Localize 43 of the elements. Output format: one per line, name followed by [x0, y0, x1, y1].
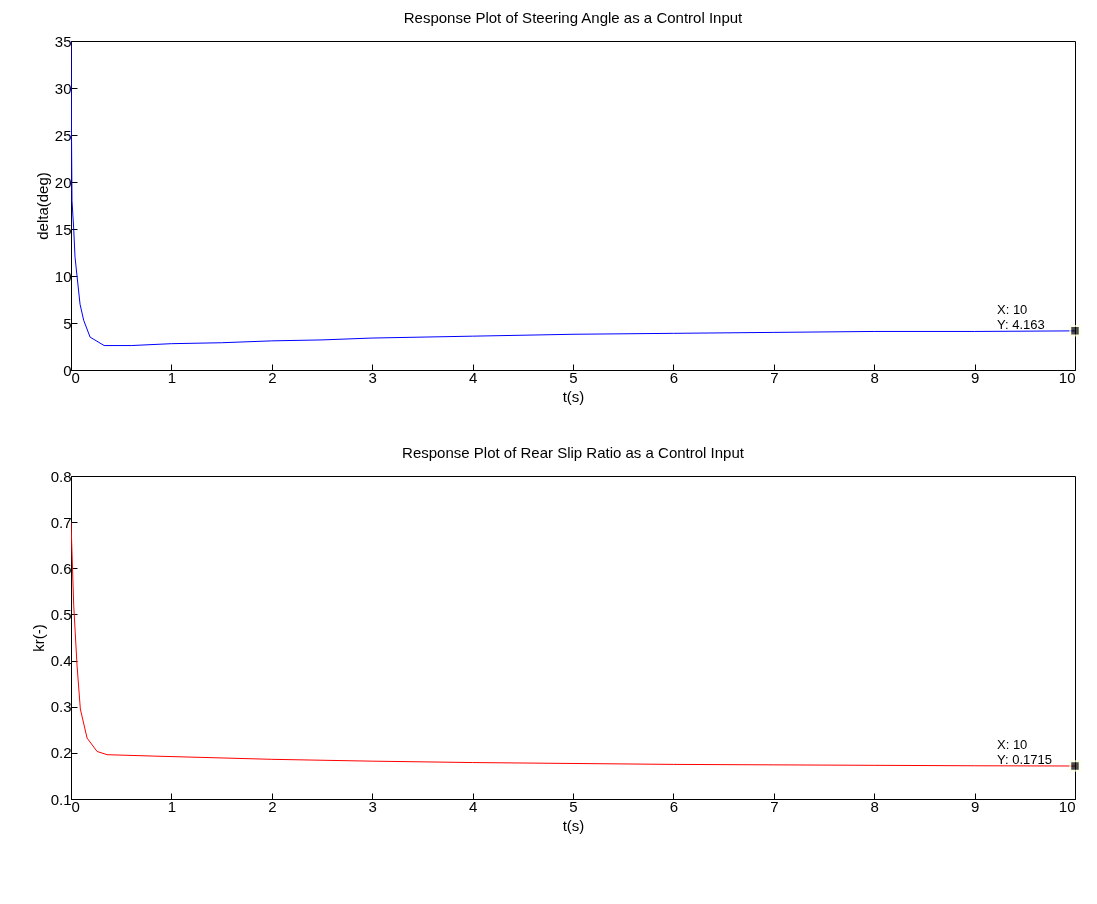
y-tick-label: 0.7	[50, 513, 72, 531]
y-tick-label: 0.2	[50, 744, 72, 762]
y-tick-label: 35	[54, 32, 72, 50]
y-tick-label: 5	[63, 314, 72, 332]
x-tick-label: 8	[870, 797, 879, 815]
x-tick-label: 7	[770, 797, 779, 815]
x-tick-label: 6	[669, 368, 679, 386]
y-axis-title: delta(deg)	[33, 172, 51, 240]
x-tick-label: 10	[1058, 368, 1076, 386]
y-tick-label: 25	[54, 126, 72, 144]
y-tick-label: 15	[54, 220, 72, 238]
x-tick-label: 1	[167, 368, 177, 386]
x-tick-label: 9	[970, 368, 980, 386]
x-tick-label: 2	[268, 368, 277, 386]
x-tick-label: 1	[167, 797, 177, 815]
x-axis-title: t(s)	[562, 387, 585, 405]
x-tick-label: 9	[970, 797, 980, 815]
y-tick-label: 10	[54, 267, 72, 285]
x-tick-label: 3	[368, 368, 377, 386]
x-tick-label: 4	[468, 368, 478, 386]
y-tick-label: 0.5	[50, 605, 72, 623]
y-tick-label: 0.1	[50, 790, 72, 808]
y-tick-label: 0.4	[50, 652, 72, 670]
y-tick-label: 0.3	[50, 698, 72, 716]
x-tick-label: 8	[870, 368, 879, 386]
annotation: X: 10 Y: 4.163	[997, 301, 1045, 332]
y-axis-title: kr(-)	[29, 624, 47, 652]
x-tick-label: 4	[468, 797, 478, 815]
x-tick-label: 2	[268, 797, 277, 815]
chart-title: Response Plot of Rear Slip Ratio as a Control Input	[402, 444, 745, 461]
chart-title: Response Plot of Steering Angle as a Control Input	[403, 9, 744, 26]
x-axis-title: t(s)	[562, 816, 585, 834]
y-tick-label: 0.6	[50, 559, 72, 577]
y-tick-label: 20	[54, 173, 72, 191]
x-tick-label: 10	[1058, 797, 1076, 815]
x-tick-label: 7	[770, 368, 779, 386]
x-tick-label: 3	[368, 797, 377, 815]
x-tick-label: 5	[569, 797, 578, 815]
annotation: X: 10 Y: 0.1715	[997, 737, 1052, 768]
y-tick-label: 30	[54, 79, 72, 97]
x-tick-label: 5	[569, 368, 578, 386]
y-tick-label: 0.8	[50, 467, 72, 485]
x-tick-label: 6	[669, 797, 679, 815]
